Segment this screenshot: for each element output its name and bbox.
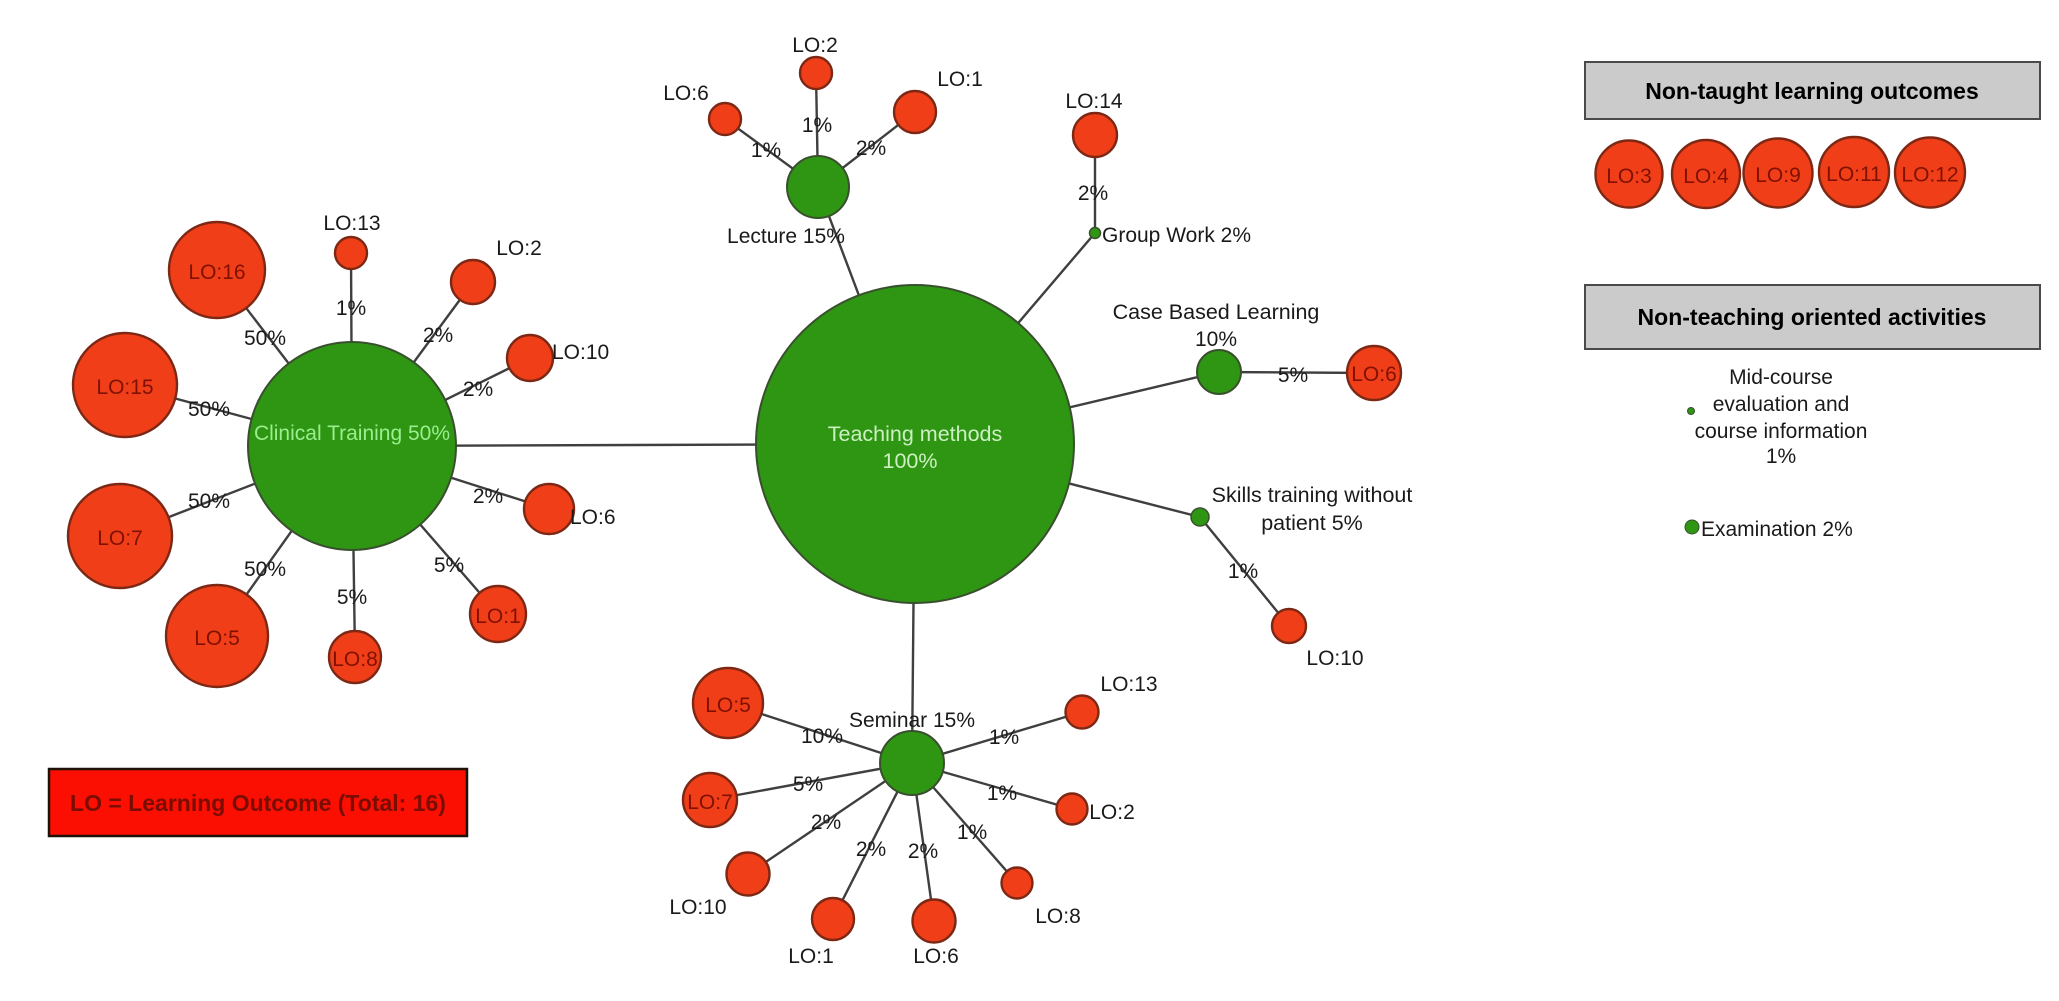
svg-text:2%: 2%	[908, 840, 938, 863]
svg-text:LO:1: LO:1	[788, 945, 834, 968]
svg-text:LO:15: LO:15	[96, 376, 153, 399]
svg-text:Clinical Training 50%: Clinical Training 50%	[254, 422, 450, 445]
svg-text:2%: 2%	[856, 838, 886, 861]
svg-text:1%: 1%	[336, 297, 366, 320]
svg-text:LO:13: LO:13	[323, 212, 380, 235]
svg-text:LO:6: LO:6	[663, 82, 709, 105]
svg-text:1%: 1%	[987, 782, 1017, 805]
svg-text:course information: course information	[1695, 420, 1868, 443]
svg-text:5%: 5%	[793, 773, 823, 796]
svg-text:LO:2: LO:2	[496, 237, 542, 260]
svg-text:LO:6: LO:6	[1351, 363, 1397, 386]
svg-text:Examination 2%: Examination 2%	[1701, 518, 1853, 541]
svg-text:50%: 50%	[244, 558, 286, 581]
svg-text:Seminar 15%: Seminar 15%	[849, 709, 975, 732]
svg-text:5%: 5%	[1278, 364, 1308, 387]
svg-text:1%: 1%	[957, 821, 987, 844]
svg-text:Group Work 2%: Group Work 2%	[1102, 224, 1251, 247]
svg-text:LO:7: LO:7	[687, 791, 733, 814]
svg-text:Non-teaching oriented activiti: Non-teaching oriented activities	[1638, 304, 1987, 330]
svg-text:LO:10: LO:10	[669, 896, 726, 919]
svg-text:100%: 100%	[883, 449, 938, 473]
svg-text:5%: 5%	[434, 554, 464, 577]
svg-text:LO:2: LO:2	[1089, 801, 1135, 824]
svg-text:LO:4: LO:4	[1683, 165, 1729, 188]
svg-text:50%: 50%	[244, 327, 286, 350]
svg-text:LO:6: LO:6	[913, 945, 959, 968]
svg-text:1%: 1%	[1766, 445, 1796, 468]
svg-text:1%: 1%	[1228, 560, 1258, 583]
svg-text:patient 5%: patient 5%	[1261, 511, 1363, 535]
svg-text:Case Based Learning: Case Based Learning	[1113, 300, 1320, 324]
svg-text:LO:3: LO:3	[1606, 165, 1652, 188]
svg-text:LO:6: LO:6	[570, 506, 616, 529]
svg-text:LO:7: LO:7	[97, 527, 143, 550]
svg-text:LO:2: LO:2	[792, 34, 838, 57]
svg-text:1%: 1%	[751, 139, 781, 162]
svg-text:Teaching methods: Teaching methods	[828, 422, 1003, 446]
svg-text:50%: 50%	[188, 398, 230, 421]
svg-text:LO:8: LO:8	[332, 648, 378, 671]
svg-text:LO:11: LO:11	[1826, 163, 1882, 186]
svg-text:1%: 1%	[802, 114, 832, 137]
svg-text:2%: 2%	[463, 378, 493, 401]
svg-text:LO:10: LO:10	[1306, 647, 1363, 670]
svg-text:Skills training without: Skills training without	[1212, 483, 1413, 507]
svg-text:5%: 5%	[337, 586, 367, 609]
svg-text:1%: 1%	[989, 726, 1019, 749]
svg-text:LO:16: LO:16	[188, 261, 245, 284]
svg-text:LO:8: LO:8	[1035, 905, 1081, 928]
svg-text:LO:10: LO:10	[552, 341, 609, 364]
svg-text:Lecture 15%: Lecture 15%	[727, 225, 845, 248]
svg-text:LO:1: LO:1	[937, 68, 983, 91]
svg-text:LO = Learning Outcome (Total:: LO = Learning Outcome (Total: 16)	[70, 790, 446, 816]
svg-text:10%: 10%	[1195, 328, 1237, 351]
svg-text:LO:5: LO:5	[194, 627, 240, 650]
svg-text:LO:5: LO:5	[705, 694, 751, 717]
svg-text:LO:13: LO:13	[1100, 673, 1157, 696]
svg-text:50%: 50%	[188, 490, 230, 513]
svg-text:Non-taught learning outcomes: Non-taught learning outcomes	[1645, 78, 1979, 104]
svg-text:LO:12: LO:12	[1901, 164, 1958, 187]
svg-text:LO:1: LO:1	[475, 605, 521, 628]
svg-text:2%: 2%	[473, 485, 503, 508]
svg-text:Mid-course: Mid-course	[1729, 366, 1833, 389]
svg-text:evaluation and: evaluation and	[1713, 393, 1850, 416]
svg-text:2%: 2%	[856, 137, 886, 160]
svg-text:2%: 2%	[423, 324, 453, 347]
svg-text:10%: 10%	[801, 725, 843, 748]
svg-text:2%: 2%	[1078, 182, 1108, 205]
svg-text:LO:14: LO:14	[1065, 90, 1123, 113]
svg-text:2%: 2%	[811, 811, 841, 834]
svg-text:LO:9: LO:9	[1755, 164, 1801, 187]
